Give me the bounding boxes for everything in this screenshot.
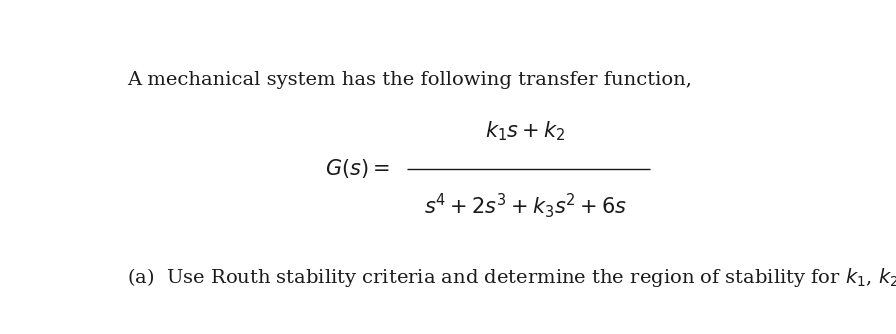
- Text: A mechanical system has the following transfer function,: A mechanical system has the following tr…: [127, 71, 692, 89]
- Text: $s^4 + 2s^3 + k_3s^2 + 6s$: $s^4 + 2s^3 + k_3s^2 + 6s$: [424, 192, 626, 220]
- Text: $k_1s + k_2$: $k_1s + k_2$: [485, 120, 565, 143]
- Text: $G(s) =$: $G(s) =$: [325, 157, 390, 180]
- Text: (a)  Use Routh stability criteria and determine the region of stability for $k_1: (a) Use Routh stability criteria and det…: [127, 267, 896, 289]
